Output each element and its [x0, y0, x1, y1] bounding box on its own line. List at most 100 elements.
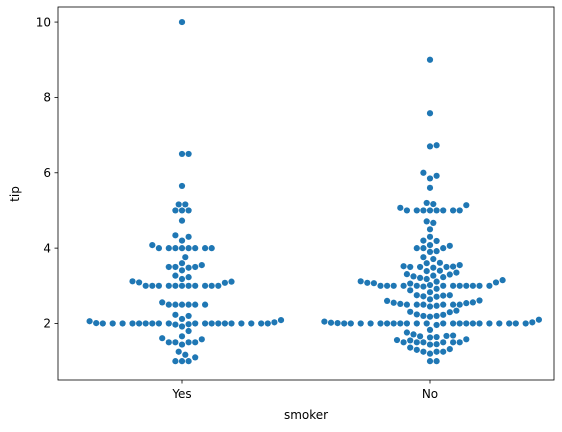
data-point: [348, 320, 354, 326]
data-point: [434, 142, 440, 148]
data-point: [457, 302, 463, 308]
data-point: [192, 320, 198, 326]
data-point: [179, 260, 185, 266]
data-point: [238, 320, 244, 326]
data-point: [424, 260, 430, 266]
data-point: [447, 346, 453, 352]
data-point: [358, 320, 364, 326]
data-point: [172, 322, 178, 328]
data-point: [407, 287, 413, 293]
data-point: [93, 320, 99, 326]
data-point: [417, 275, 423, 281]
data-point: [434, 313, 440, 319]
data-point: [394, 337, 400, 343]
data-point: [440, 283, 446, 289]
data-point: [166, 283, 172, 289]
data-point: [420, 339, 426, 345]
data-point: [486, 283, 492, 289]
x-axis-label: smoker: [284, 408, 328, 422]
data-point: [427, 282, 433, 288]
data-point: [420, 245, 426, 251]
data-point: [424, 218, 430, 224]
data-point: [179, 238, 185, 244]
data-point: [377, 283, 383, 289]
data-point: [430, 273, 436, 279]
data-point: [407, 337, 413, 343]
data-point: [202, 245, 208, 251]
data-point: [186, 151, 192, 157]
data-point: [172, 358, 178, 364]
data-point: [222, 320, 228, 326]
data-point: [447, 309, 453, 315]
data-point: [427, 242, 433, 248]
data-point: [192, 283, 198, 289]
data-point: [457, 262, 463, 268]
data-point: [434, 358, 440, 364]
data-point: [384, 283, 390, 289]
data-point: [215, 320, 221, 326]
data-point: [414, 207, 420, 213]
data-point: [179, 316, 185, 322]
data-point: [228, 320, 234, 326]
data-point: [410, 331, 416, 337]
data-point: [424, 268, 430, 274]
data-point: [427, 314, 433, 320]
data-point: [172, 245, 178, 251]
data-point: [364, 280, 370, 286]
data-point: [192, 302, 198, 308]
data-point: [209, 283, 215, 289]
data-point: [450, 332, 456, 338]
data-point: [172, 339, 178, 345]
data-point: [407, 280, 413, 286]
data-point: [420, 207, 426, 213]
data-point: [443, 264, 449, 270]
data-point: [172, 232, 178, 238]
data-point: [434, 303, 440, 309]
data-point: [182, 352, 188, 358]
data-point: [434, 334, 440, 340]
data-point: [417, 333, 423, 339]
data-point: [430, 201, 436, 207]
data-point: [470, 283, 476, 289]
data-point: [430, 220, 436, 226]
data-point: [202, 320, 208, 326]
data-point: [427, 327, 433, 333]
data-point: [377, 320, 383, 326]
data-point: [186, 234, 192, 240]
data-point: [136, 320, 142, 326]
data-point: [159, 299, 165, 305]
data-point: [443, 333, 449, 339]
data-point: [149, 320, 155, 326]
data-point: [215, 283, 221, 289]
data-point: [427, 175, 433, 181]
data-point: [186, 283, 192, 289]
data-point: [136, 279, 142, 285]
data-point: [199, 262, 205, 268]
data-point: [427, 143, 433, 149]
data-point: [440, 349, 446, 355]
data-point: [100, 320, 106, 326]
data-point: [404, 207, 410, 213]
data-point: [397, 320, 403, 326]
data-point: [427, 226, 433, 232]
data-point: [434, 207, 440, 213]
data-point: [129, 320, 135, 326]
data-point: [179, 333, 185, 339]
data-point: [176, 349, 182, 355]
data-point: [453, 270, 459, 276]
data-point: [143, 320, 149, 326]
data-point: [427, 358, 433, 364]
data-point: [420, 170, 426, 176]
data-point: [447, 271, 453, 277]
data-point: [410, 273, 416, 279]
data-point: [457, 339, 463, 345]
data-point: [172, 312, 178, 318]
data-point: [172, 207, 178, 213]
data-point: [434, 173, 440, 179]
data-point: [434, 238, 440, 244]
data-point: [440, 320, 446, 326]
data-point: [457, 207, 463, 213]
data-point: [368, 320, 374, 326]
data-point: [401, 283, 407, 289]
